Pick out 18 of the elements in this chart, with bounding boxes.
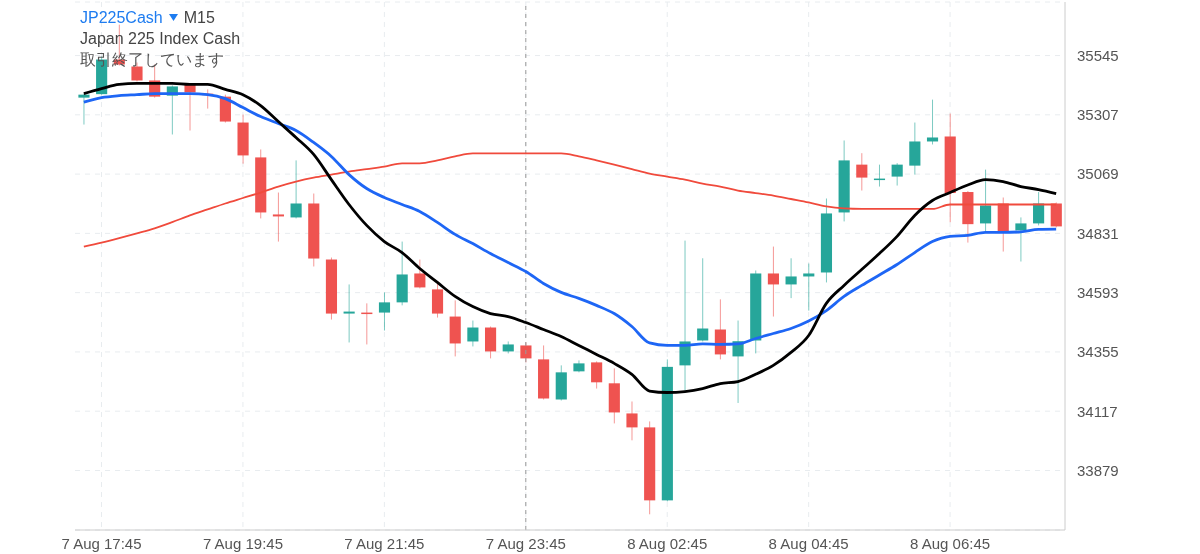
y-tick-label: 35069 (1077, 165, 1119, 183)
x-tick-label: 8 Aug 06:45 (910, 534, 991, 552)
x-tick-label: 7 Aug 19:45 (202, 534, 283, 552)
x-tick-label: 8 Aug 02:45 (627, 534, 708, 552)
text: Japan 225 Index Cash (80, 29, 241, 49)
y-tick-label: 34593 (1077, 283, 1119, 301)
y-tick-label: 34117 (1077, 402, 1118, 420)
annotation: M15 (183, 8, 215, 28)
y-tick-label: 35545 (1077, 46, 1119, 64)
chart-title: JP225Cash (80, 8, 163, 28)
y-tick-label: 34831 (1077, 224, 1119, 242)
x-tick-label: 7 Aug 23:45 (485, 534, 566, 552)
y-tick-label: 33879 (1077, 461, 1119, 479)
y-tick-label: 35307 (1077, 106, 1119, 124)
y-tick-label: 34355 (1077, 343, 1119, 361)
x-tick-label: 7 Aug 17:45 (61, 534, 142, 552)
x-tick-label: 8 Aug 04:45 (768, 534, 849, 552)
x-tick-label: 7 Aug 21:45 (344, 534, 425, 552)
